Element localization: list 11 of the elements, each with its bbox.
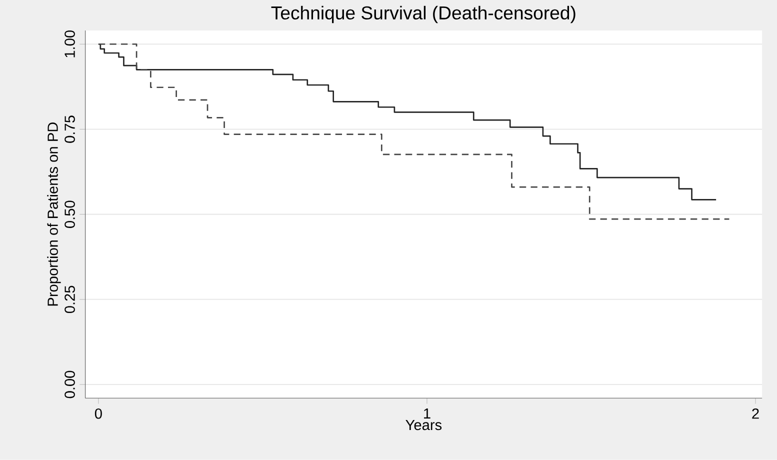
y-tick-label: 0.25 [64, 286, 75, 314]
x-tick-label: 1 [424, 408, 430, 419]
x-tick-label: 0 [94, 408, 102, 419]
chart-title: Technique Survival (Death-censored) [271, 6, 576, 24]
y-tick-label: 0.75 [64, 116, 75, 143]
x-axis-title: Years [406, 420, 442, 430]
x-tick-label: 2 [752, 408, 759, 419]
y-tick-label: 0.50 [64, 200, 75, 228]
y-tick-label: 1.00 [64, 30, 75, 58]
y-axis-title: Proportion of Patients on PD [47, 122, 61, 306]
y-tick-label: 0.00 [64, 370, 75, 398]
